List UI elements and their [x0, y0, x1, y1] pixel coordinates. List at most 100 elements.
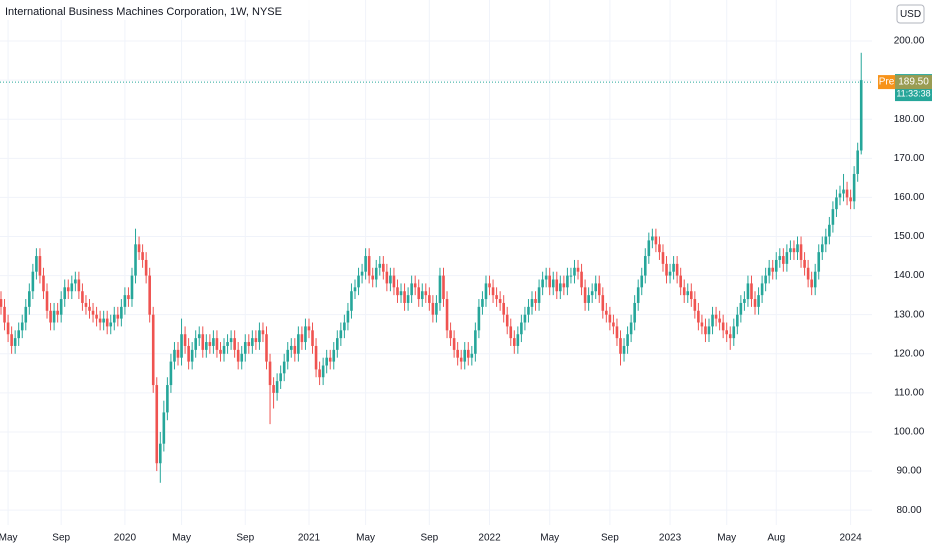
candle-body [820, 244, 824, 253]
candle-body [282, 361, 286, 374]
candle-body [739, 302, 743, 315]
candle-body [753, 299, 757, 307]
candle-body [13, 338, 17, 346]
candle-body [180, 334, 183, 358]
candle-body [95, 314, 98, 319]
candle-body [746, 283, 750, 300]
candle-body [112, 314, 116, 323]
candle-body [268, 361, 272, 386]
candle-body [541, 279, 544, 288]
candle-body [304, 326, 307, 343]
candle-body [842, 189, 845, 194]
candle-body [665, 263, 668, 276]
candle-body [300, 334, 304, 343]
candle-body [66, 287, 70, 292]
candle-body [615, 326, 619, 339]
candle-body [700, 322, 704, 327]
candle-body [601, 295, 605, 311]
x-tick-label: Sep [236, 533, 254, 544]
candle-body [725, 330, 728, 335]
candle-body [399, 291, 403, 296]
candle-body [651, 236, 654, 241]
candle-body [173, 349, 176, 362]
candle-body [513, 338, 516, 346]
candle-body [477, 306, 481, 331]
candle-body [743, 299, 746, 303]
candle-body [431, 302, 435, 315]
candle-body [155, 385, 159, 464]
candle-body [502, 302, 505, 315]
candle-body [491, 287, 495, 296]
candle-body [339, 330, 343, 339]
candle-body [852, 173, 856, 202]
currency-button[interactable] [896, 4, 925, 24]
candle-body [389, 275, 392, 284]
candle-body [537, 287, 541, 303]
candle-body [141, 252, 144, 260]
pre-price: 189.50 [898, 77, 929, 88]
candle-body [435, 302, 438, 315]
candle-body [265, 334, 268, 362]
candle-body [360, 271, 364, 276]
candle-body [838, 193, 842, 198]
candle-body [736, 314, 739, 327]
y-tick-label: 150.00 [894, 231, 925, 242]
candle-body [205, 342, 208, 350]
candle-body [318, 369, 321, 378]
candle-body [364, 256, 367, 272]
candle-body [35, 256, 38, 272]
x-tick-label: Aug [767, 533, 785, 544]
candle-body [849, 197, 852, 202]
y-tick-label: 140.00 [894, 270, 925, 281]
candle-body [771, 267, 775, 272]
candle-body [587, 295, 590, 303]
candle-body [484, 283, 488, 300]
candle-body [516, 334, 520, 346]
y-tick-label: 200.00 [894, 36, 925, 47]
candle-body [828, 224, 831, 237]
candle-body [845, 189, 849, 198]
candle-body [382, 263, 385, 272]
candle-body [718, 318, 721, 323]
candle-body [307, 326, 311, 331]
candle-body [74, 279, 77, 284]
candle-body [796, 244, 799, 253]
candle-body [551, 279, 555, 288]
candle-body [392, 275, 396, 288]
y-tick-label: 80.00 [896, 505, 921, 516]
candle-body [151, 314, 155, 386]
candle-body [799, 244, 803, 260]
candle-body [70, 283, 74, 292]
candle-body [102, 318, 105, 323]
candle-body [594, 283, 598, 292]
candle-body [297, 334, 300, 354]
candle-body [396, 287, 399, 296]
candle-body [675, 263, 679, 276]
candle-body [640, 275, 644, 288]
candle-body [49, 310, 52, 323]
candle-body [357, 275, 360, 288]
candle-body [633, 302, 636, 323]
candle-body [672, 263, 675, 272]
candle-body [159, 443, 162, 464]
candle-body [258, 330, 261, 343]
x-tick-label: 2023 [659, 533, 682, 544]
candle-body [197, 334, 201, 339]
candle-body [690, 291, 693, 300]
candle-body [187, 345, 190, 362]
candle-body [56, 310, 59, 315]
y-tick-label: 120.00 [894, 348, 925, 359]
candle-body [374, 267, 378, 280]
candle-body [782, 256, 785, 264]
currency-label[interactable]: USD [900, 9, 921, 20]
candle-body [714, 314, 718, 319]
candle-body [555, 279, 559, 292]
candle-body [686, 291, 690, 296]
candle-body [378, 263, 382, 268]
candle-body [194, 338, 197, 350]
candle-body [229, 338, 233, 343]
candle-body [6, 322, 10, 335]
candle-body [523, 314, 527, 323]
candle-body [98, 318, 102, 323]
candle-body [654, 236, 658, 245]
